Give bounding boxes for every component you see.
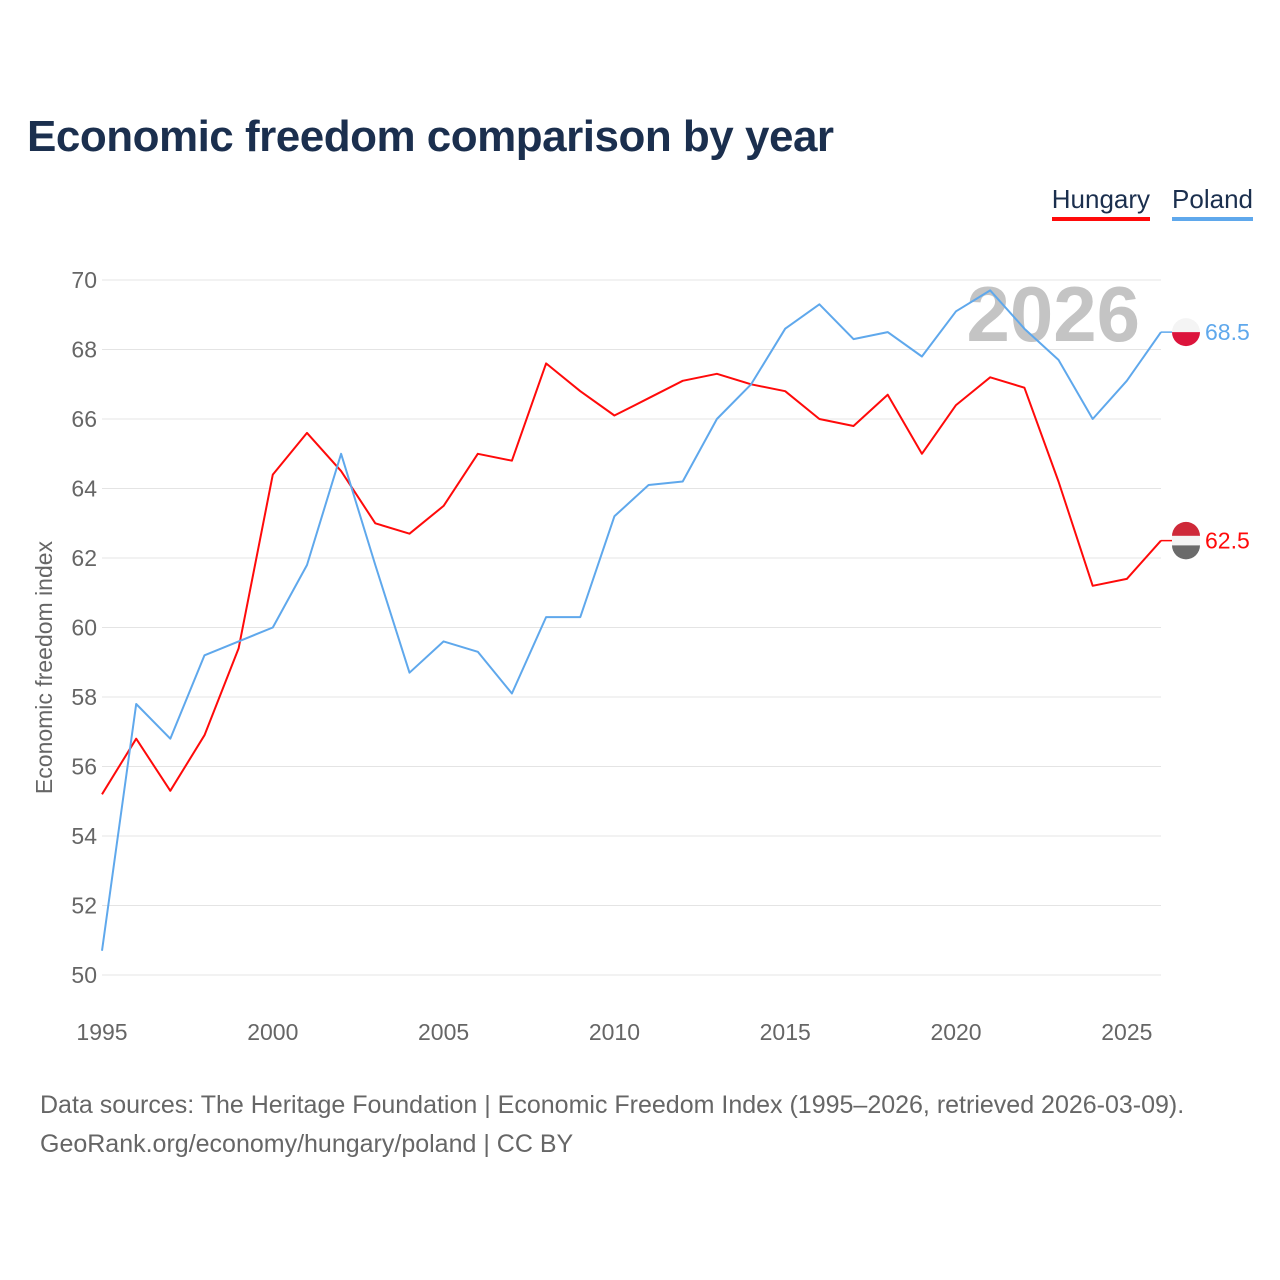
end-value-label: 68.5 [1205, 319, 1250, 345]
hungary-flag-icon [1172, 535, 1200, 546]
y-tick-label: 58 [71, 684, 97, 710]
x-tick-label: 2000 [247, 1019, 298, 1045]
footer-source-line: Data sources: The Heritage Foundation | … [40, 1091, 1185, 1119]
hungary-flag-icon [1172, 545, 1200, 560]
footer-sources: Data sources: The Heritage Foundation | … [40, 1086, 1184, 1164]
x-tick-label: 2025 [1101, 1019, 1152, 1045]
line-chart: 50 52 54 56 58 60 62 64 66 68 70 1995 2000 2005 2010 20… [31, 267, 1250, 1045]
footer-license-line[interactable]: GeoRank.org/economy/hungary/poland | CC … [40, 1130, 574, 1158]
end-value-label: 62.5 [1205, 528, 1250, 554]
y-tick-label: 52 [71, 893, 97, 919]
chart-title: Economic freedom comparison by year [27, 112, 834, 161]
y-tick-label: 68 [71, 337, 97, 363]
y-tick-label: 62 [71, 545, 97, 571]
series-line-poland [101, 289, 1162, 951]
x-tick-label: 2020 [930, 1019, 981, 1045]
y-tick-label: 50 [71, 962, 97, 988]
y-tick-label: 70 [71, 267, 97, 293]
poland-flag-icon [1172, 332, 1200, 347]
x-tick-label: 2010 [589, 1019, 640, 1045]
hungary-flag-icon [1172, 521, 1200, 536]
year-watermark: 2026 [966, 270, 1140, 358]
poland-flag-icon [1172, 318, 1200, 333]
legend-hungary[interactable]: Hungary [1051, 184, 1151, 221]
legend: Hungary Poland [1051, 184, 1253, 221]
y-tick-label: 60 [71, 615, 97, 641]
y-axis-label: Economic freedom index [31, 540, 57, 794]
legend-poland[interactable]: Poland [1172, 184, 1253, 221]
x-tick-label: 2005 [418, 1019, 469, 1045]
series-line-hungary [101, 362, 1162, 795]
y-tick-label: 54 [71, 823, 97, 849]
y-tick-label: 64 [71, 476, 97, 502]
y-tick-label: 66 [71, 406, 97, 432]
y-tick-label: 56 [71, 754, 97, 780]
x-tick-label: 2015 [760, 1019, 811, 1045]
x-tick-label: 1995 [76, 1019, 127, 1045]
